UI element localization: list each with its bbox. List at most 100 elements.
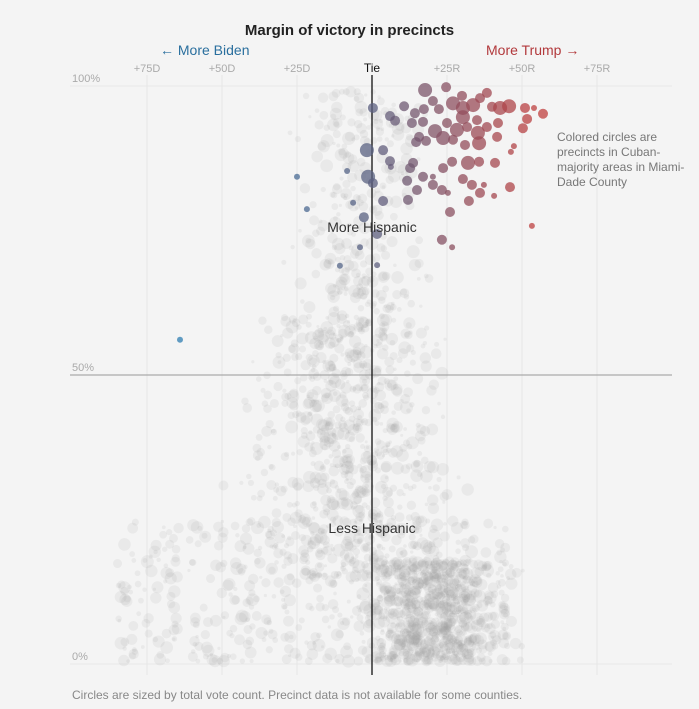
background-precinct-dot <box>458 589 468 599</box>
background-precinct-dot <box>388 564 392 569</box>
background-precinct-dot <box>484 622 496 634</box>
background-precinct-dot <box>384 506 395 518</box>
background-precinct-dot <box>446 570 455 579</box>
background-precinct-dot <box>229 633 235 639</box>
background-precinct-dot <box>285 537 295 547</box>
background-precinct-dot <box>309 533 322 546</box>
background-precinct-dot <box>484 624 489 629</box>
background-precinct-dot <box>447 631 459 643</box>
background-precinct-dot <box>320 472 330 482</box>
background-precinct-dot <box>457 579 461 583</box>
background-precinct-dot <box>420 539 433 553</box>
background-precinct-dot <box>145 564 158 578</box>
background-precinct-dot <box>407 602 418 614</box>
background-precinct-dot <box>406 567 411 572</box>
background-precinct-dot <box>406 408 411 413</box>
background-precinct-dot <box>328 440 341 452</box>
background-precinct-dot <box>403 427 408 431</box>
background-precinct-dot <box>357 645 368 655</box>
background-precinct-dot <box>144 629 153 638</box>
background-precinct-dot <box>141 618 151 628</box>
background-precinct-dot <box>222 615 226 619</box>
background-precinct-dot <box>344 542 355 552</box>
background-precinct-dot <box>309 501 317 509</box>
background-precinct-dot <box>401 562 407 568</box>
x-tick-label: +25R <box>434 63 461 75</box>
background-precinct-dot <box>364 343 368 348</box>
background-precinct-dot <box>455 608 460 612</box>
background-precinct-dot <box>440 590 447 598</box>
background-precinct-dot <box>122 646 127 651</box>
background-precinct-dot <box>162 546 168 552</box>
background-precinct-dot <box>424 325 430 331</box>
background-precinct-dot <box>425 563 438 575</box>
background-precinct-dot <box>329 336 340 348</box>
cuban-precinct-dot <box>350 199 357 206</box>
background-precinct-dot <box>333 121 340 127</box>
background-precinct-dot <box>118 538 131 551</box>
background-precinct-dot <box>424 583 437 596</box>
background-precinct-dot <box>354 485 364 494</box>
background-precinct-dot <box>374 656 382 664</box>
background-precinct-dot <box>502 525 509 533</box>
cuban-precinct-dot <box>427 96 438 107</box>
background-precinct-dot <box>372 118 384 130</box>
background-precinct-dot <box>378 608 390 620</box>
background-precinct-dot <box>346 379 350 384</box>
background-precinct-dot <box>206 574 216 584</box>
background-precinct-dot <box>165 658 170 664</box>
background-precinct-dot <box>419 645 432 658</box>
background-precinct-dot <box>364 473 372 481</box>
background-precinct-dot <box>369 205 378 214</box>
background-precinct-dot <box>370 571 381 582</box>
background-precinct-dot <box>359 600 373 614</box>
cuban-precinct-dot <box>436 234 447 245</box>
background-precinct-dot <box>481 561 492 571</box>
background-precinct-dot <box>349 162 353 166</box>
background-precinct-dot <box>390 195 403 208</box>
background-precinct-dot <box>452 610 456 615</box>
background-precinct-dot <box>458 567 471 580</box>
background-precinct-dot <box>220 559 228 567</box>
background-precinct-dot <box>421 644 435 658</box>
background-precinct-dot <box>420 565 429 575</box>
background-precinct-dot <box>344 406 354 416</box>
background-precinct-dot <box>298 533 307 542</box>
background-precinct-dot <box>340 497 351 507</box>
background-precinct-dot <box>461 585 470 593</box>
background-precinct-dot <box>245 596 254 606</box>
background-precinct-dot <box>349 478 356 486</box>
background-precinct-dot <box>470 576 478 584</box>
background-precinct-dot <box>127 522 139 534</box>
background-precinct-dot <box>444 642 456 654</box>
cuban-precinct-dot <box>411 137 422 148</box>
background-precinct-dot <box>218 480 229 491</box>
background-precinct-dot <box>243 564 248 570</box>
background-precinct-dot <box>324 481 332 489</box>
background-precinct-dot <box>319 465 326 473</box>
background-precinct-dot <box>343 419 356 431</box>
background-precinct-dot <box>381 271 391 281</box>
background-precinct-dot <box>319 435 330 446</box>
background-precinct-dot <box>335 658 340 664</box>
background-precinct-dot <box>441 655 445 659</box>
cuban-precinct-dot <box>378 145 389 156</box>
background-precinct-dot <box>358 399 368 408</box>
background-precinct-dot <box>429 571 440 583</box>
cuban-precinct-dot <box>449 244 456 251</box>
background-precinct-dot <box>410 623 422 636</box>
background-precinct-dot <box>249 659 254 664</box>
background-precinct-dot <box>323 431 337 445</box>
background-precinct-dot <box>451 640 464 653</box>
background-precinct-dot <box>417 635 423 641</box>
background-precinct-dot <box>436 584 443 590</box>
background-precinct-dot <box>394 568 399 573</box>
background-precinct-dot <box>334 379 346 390</box>
background-precinct-dot <box>273 543 279 549</box>
background-precinct-dot <box>364 483 369 489</box>
background-precinct-dot <box>438 658 444 663</box>
background-precinct-dot <box>421 619 429 628</box>
background-precinct-dot <box>346 229 354 236</box>
background-precinct-dot <box>356 614 364 622</box>
background-precinct-dot <box>409 563 422 575</box>
